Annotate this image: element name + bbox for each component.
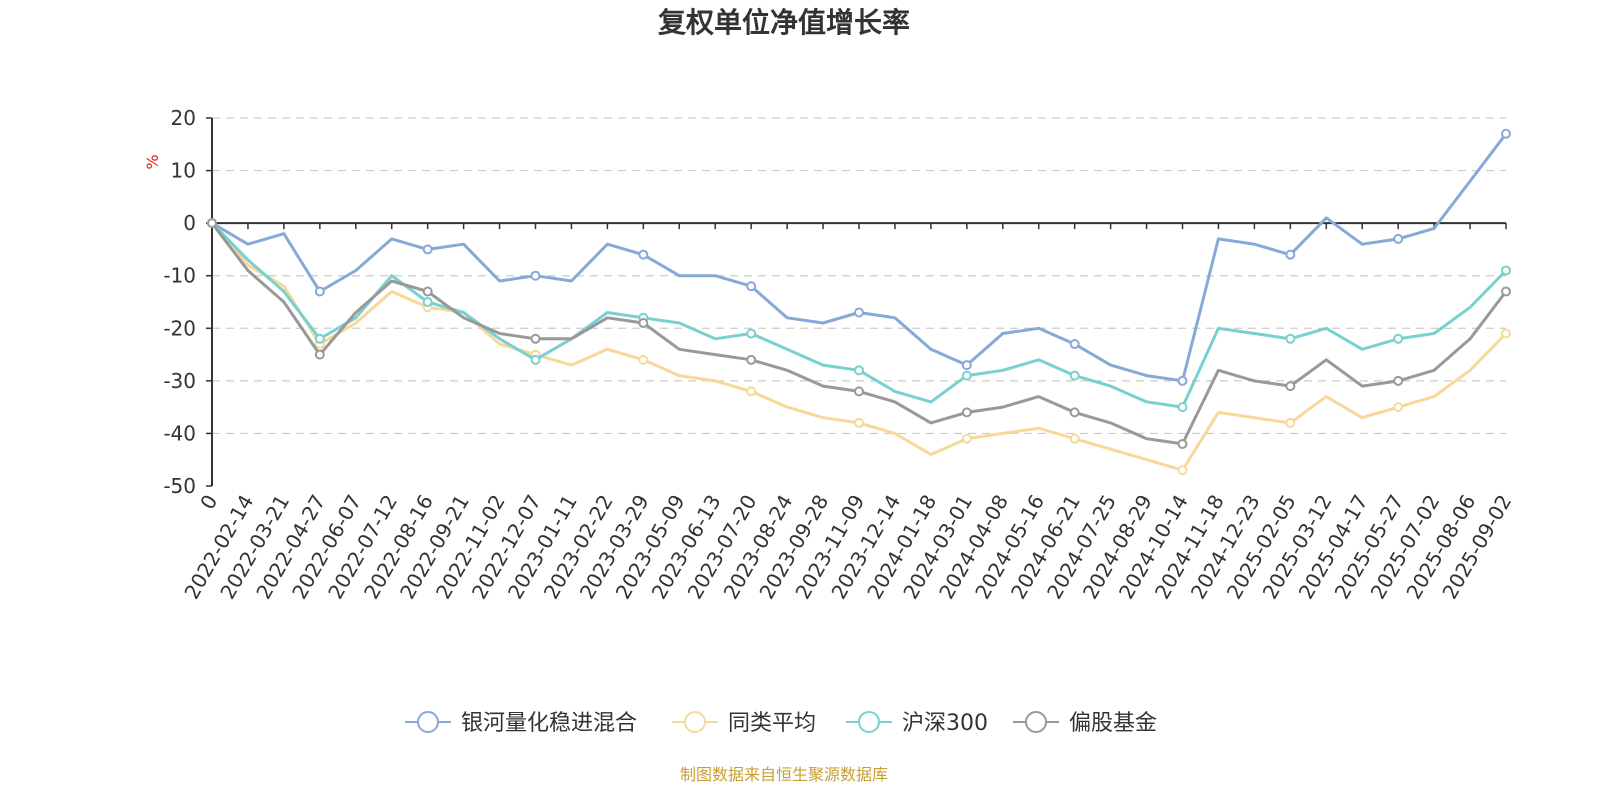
data-point bbox=[422, 244, 433, 255]
data-point bbox=[1393, 333, 1404, 344]
data-point bbox=[961, 433, 972, 444]
grid-lines bbox=[212, 117, 1506, 435]
data-point bbox=[1177, 438, 1188, 449]
data-point bbox=[854, 365, 864, 376]
legend: 银河量化稳进混合 同类平均 沪深300 偏股基金 bbox=[405, 711, 1157, 736]
data-point bbox=[746, 386, 757, 397]
data-point bbox=[1501, 128, 1511, 139]
data-point bbox=[1285, 417, 1296, 428]
data-point bbox=[1393, 375, 1404, 386]
data-point bbox=[961, 360, 972, 371]
data-point bbox=[314, 286, 325, 297]
data-point bbox=[854, 386, 864, 397]
data-point bbox=[530, 333, 541, 344]
data-point bbox=[422, 286, 433, 297]
data-point bbox=[854, 417, 864, 428]
data-point bbox=[1285, 249, 1296, 260]
legend-label: 同类平均 bbox=[728, 711, 816, 736]
legend-marker bbox=[417, 711, 439, 733]
data-point bbox=[1393, 233, 1404, 244]
data-point bbox=[530, 270, 541, 281]
data-point bbox=[1393, 402, 1404, 413]
legend-label: 沪深300 bbox=[902, 711, 988, 736]
legend-marker bbox=[684, 711, 706, 733]
series-group bbox=[207, 128, 1511, 476]
data-point bbox=[1069, 433, 1080, 444]
data-point bbox=[207, 218, 217, 229]
data-point bbox=[1177, 465, 1188, 476]
data-point bbox=[1501, 328, 1511, 339]
data-point bbox=[746, 281, 757, 292]
data-point bbox=[854, 307, 864, 318]
data-point bbox=[961, 370, 972, 381]
legend-marker bbox=[1025, 711, 1047, 733]
data-point bbox=[746, 354, 757, 365]
y-tick-label: -40 bbox=[163, 421, 196, 445]
x-axis-ticks: 02022-02-142022-03-212022-04-272022-06-0… bbox=[179, 223, 1516, 603]
data-point bbox=[530, 354, 541, 365]
y-axis-unit-label: % bbox=[143, 154, 162, 169]
data-point bbox=[1285, 333, 1296, 344]
y-tick-label: -30 bbox=[163, 369, 196, 393]
data-point bbox=[961, 407, 972, 418]
data-point bbox=[638, 318, 649, 329]
chart-title: 复权单位净值增长率 bbox=[658, 6, 910, 39]
data-point bbox=[746, 328, 757, 339]
data-point bbox=[1501, 265, 1511, 276]
y-tick-label: 0 bbox=[183, 211, 196, 235]
source-note: 制图数据来自恒生聚源数据库 bbox=[680, 765, 888, 784]
y-tick-label: 20 bbox=[171, 106, 196, 130]
data-point bbox=[1069, 407, 1080, 418]
data-point bbox=[638, 249, 649, 260]
y-tick-label: -20 bbox=[163, 316, 196, 340]
data-point bbox=[1501, 286, 1511, 297]
data-point bbox=[1069, 370, 1080, 381]
y-tick-label: 10 bbox=[171, 159, 196, 183]
data-point bbox=[1285, 381, 1296, 392]
x-tick-label: 0 bbox=[195, 491, 222, 514]
y-tick-label: -50 bbox=[163, 474, 196, 498]
y-tick-label: -10 bbox=[163, 264, 196, 288]
data-point bbox=[1177, 402, 1188, 413]
axes bbox=[211, 118, 1506, 486]
legend-label: 银河量化稳进混合 bbox=[461, 711, 637, 736]
legend-marker bbox=[858, 711, 880, 733]
data-point bbox=[1069, 339, 1080, 350]
data-point bbox=[314, 349, 325, 360]
legend-label: 偏股基金 bbox=[1069, 711, 1157, 736]
data-point bbox=[314, 333, 325, 344]
data-point bbox=[1177, 375, 1188, 386]
data-point bbox=[422, 297, 433, 307]
data-point bbox=[638, 354, 649, 365]
y-axis-ticks: 20 10 0 -10 -20 -30 -40 -50 bbox=[163, 106, 212, 498]
